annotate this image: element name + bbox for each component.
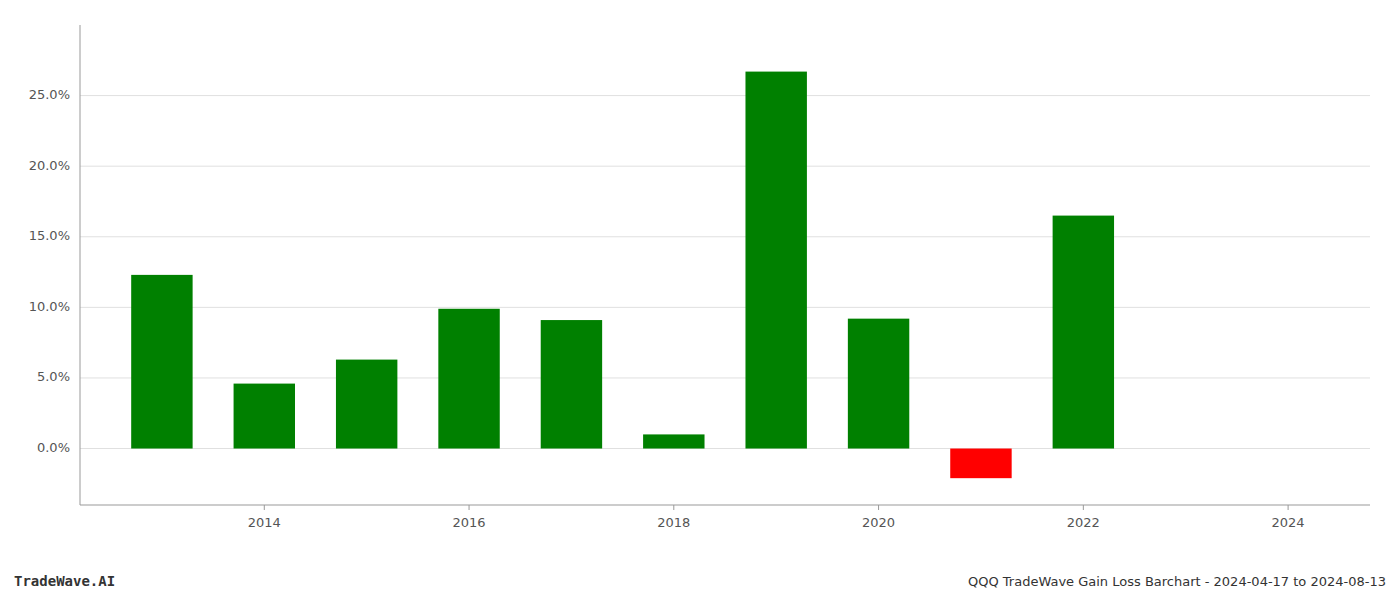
y-tick-label: 15.0%: [29, 228, 70, 243]
x-ticks: 2014 2016 2018 2020 2022 2024: [248, 505, 1305, 530]
chart-container: 0.0% 5.0% 10.0% 15.0% 20.0% 25.0% 2014 2016 2018…: [0, 0, 1400, 600]
bars: [131, 72, 1114, 479]
y-tick-label: 20.0%: [29, 158, 70, 173]
title: QQQ TradeWave Gain Loss Barchart - 2024-…: [968, 574, 1386, 589]
bar: [438, 309, 499, 449]
bar: [1155, 448, 1216, 449]
y-tick-label: 25.0%: [29, 87, 70, 102]
bar: [950, 449, 1011, 479]
bar: [541, 320, 602, 448]
grid-line: [80, 95, 1370, 96]
x-tick: [1083, 505, 1084, 510]
bar: [131, 275, 192, 449]
x-tick-label: 2018: [657, 515, 690, 530]
bar: [745, 72, 806, 449]
bar: [1053, 216, 1114, 449]
x-tick-label: 2016: [453, 515, 486, 530]
bar: [643, 434, 704, 448]
bar: [848, 319, 909, 449]
x-tick-label: 2020: [862, 515, 895, 530]
x-axis-line: [80, 505, 1370, 506]
y-tick-label: 10.0%: [29, 299, 70, 314]
x-tick: [1288, 505, 1289, 510]
y-axis-line: [80, 25, 81, 505]
grid-line: [80, 236, 1370, 237]
bar: [234, 384, 295, 449]
x-tick-label: 2024: [1272, 515, 1305, 530]
chart-svg: 0.0% 5.0% 10.0% 15.0% 20.0% 25.0% 2014 2016 2018…: [0, 0, 1400, 600]
x-tick: [264, 505, 265, 510]
watermark: TradeWave.AI: [14, 573, 115, 589]
y-tick-label: 0.0%: [37, 440, 70, 455]
bar: [336, 360, 397, 449]
x-tick: [673, 505, 674, 510]
x-tick: [469, 505, 470, 510]
y-tick-label: 5.0%: [37, 369, 70, 384]
x-tick-label: 2022: [1067, 515, 1100, 530]
x-tick: [878, 505, 879, 510]
grid-line: [80, 166, 1370, 167]
grid-line: [80, 377, 1370, 378]
x-tick-label: 2014: [248, 515, 281, 530]
grid-line: [80, 307, 1370, 308]
y-grid: [80, 96, 1370, 449]
y-ticks: 0.0% 5.0% 10.0% 15.0% 20.0% 25.0%: [29, 87, 70, 455]
